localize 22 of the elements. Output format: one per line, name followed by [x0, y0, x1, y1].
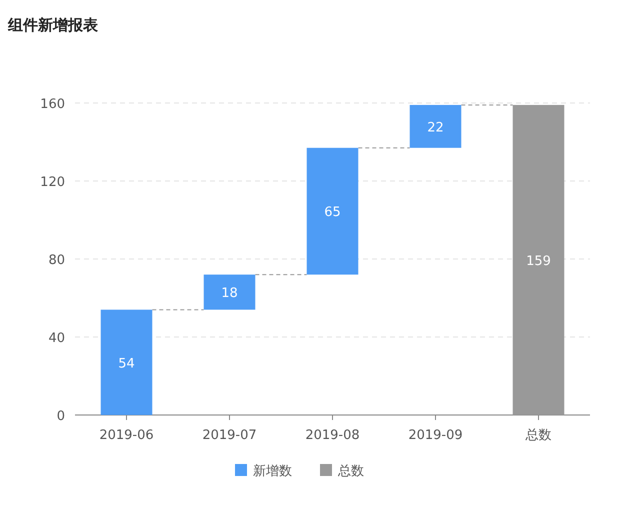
x-tick-label: 2019-07: [202, 428, 257, 443]
bar: [204, 274, 256, 310]
data-label: 22: [427, 120, 444, 136]
x-tick-label: 2019-08: [305, 428, 360, 443]
data-label: 54: [118, 356, 135, 372]
bar: [100, 310, 152, 415]
y-tick-label: 80: [48, 253, 65, 268]
y-tick-label: 160: [40, 97, 65, 112]
data-label: 18: [221, 286, 238, 302]
y-tick-label: 120: [40, 175, 65, 190]
y-tick-label: 40: [48, 331, 65, 346]
data-label: 159: [526, 254, 551, 269]
x-tick-label: 总数: [524, 428, 552, 443]
legend-label: 总数: [337, 464, 364, 479]
y-tick-label: 0: [56, 409, 65, 424]
x-tick-label: 2019-06: [99, 428, 154, 443]
bar: [306, 148, 358, 275]
chart-title: 组件新增报表: [7, 16, 99, 34]
data-label: 65: [324, 205, 341, 220]
x-tick-label: 2019-09: [408, 428, 463, 443]
legend-label: 新增数: [253, 464, 292, 479]
bar: [410, 104, 462, 148]
